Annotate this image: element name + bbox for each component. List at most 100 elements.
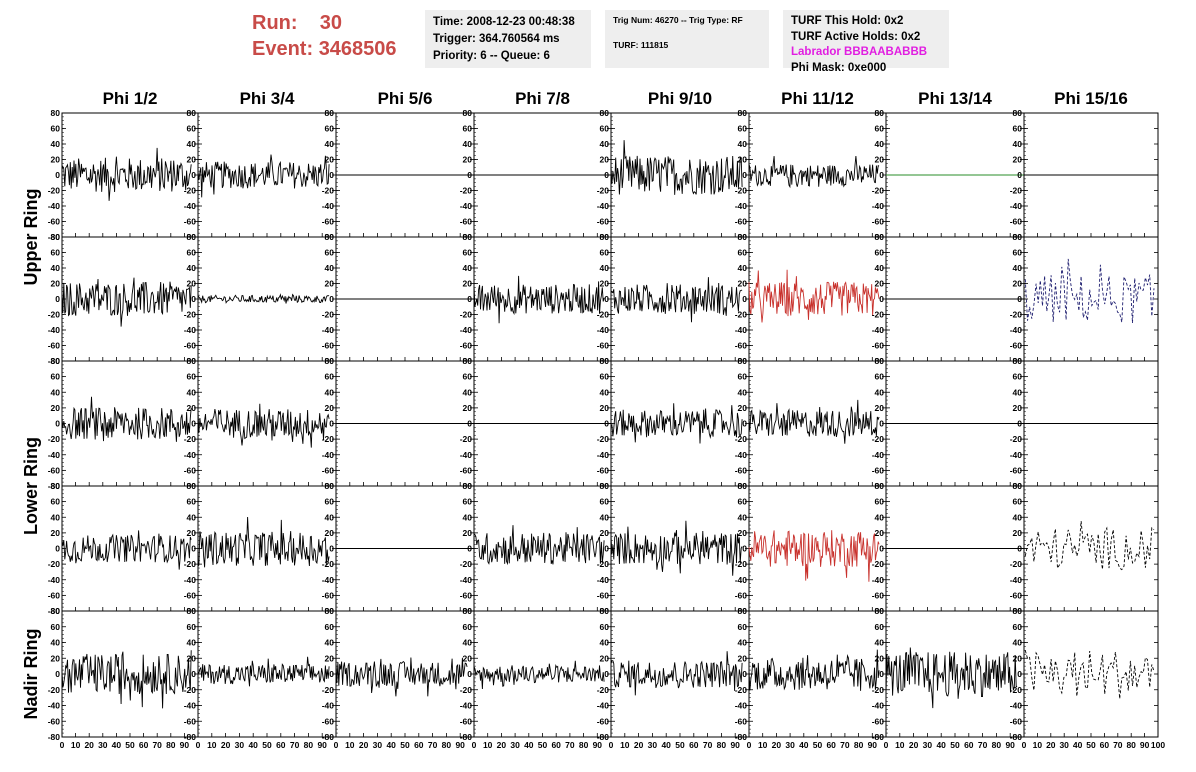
waveform-trace — [61, 147, 192, 201]
y-tick-label: 60 — [1013, 124, 1023, 134]
y-tick-label: -60 — [322, 465, 335, 475]
y-tick-label: 20 — [600, 279, 610, 289]
y-tick-label: 20 — [1013, 403, 1023, 413]
x-tick-label: 100 — [1151, 740, 1165, 750]
waveform-trace — [610, 520, 743, 576]
y-tick-label: 60 — [51, 248, 61, 258]
plot-frame — [1023, 485, 1159, 612]
y-tick-label: -40 — [872, 325, 885, 335]
y-tick-label: 20 — [738, 653, 748, 663]
y-tick-label: 20 — [1013, 155, 1023, 165]
x-tick-label: 50 — [675, 740, 685, 750]
waveform-trace — [1024, 521, 1155, 571]
y-tick-label: 20 — [51, 528, 61, 538]
y-tick-label: 80 — [875, 232, 885, 242]
y-tick-label: 40 — [51, 263, 61, 273]
y-tick-label: -20 — [735, 186, 748, 196]
y-tick-label: 0 — [55, 669, 60, 679]
x-tick-label: 30 — [1059, 740, 1069, 750]
y-tick-label: -20 — [1010, 685, 1023, 695]
y-tick-label: -20 — [597, 559, 610, 569]
x-tick-label: 30 — [648, 740, 658, 750]
y-tick-label: -40 — [322, 325, 335, 335]
y-tick-label: 0 — [1017, 544, 1022, 554]
y-tick-label: -60 — [48, 341, 61, 351]
y-tick-label: 0 — [55, 170, 60, 180]
y-tick-label: 20 — [463, 528, 473, 538]
y-tick-label: -20 — [184, 434, 197, 444]
y-tick-label: 20 — [325, 528, 335, 538]
x-tick-label: 20 — [221, 740, 231, 750]
x-tick-label: 0 — [884, 740, 889, 750]
y-tick-label: 0 — [329, 294, 334, 304]
y-tick-label: -40 — [322, 201, 335, 211]
y-tick-label: -80 — [184, 732, 197, 742]
waveform-trace — [610, 140, 743, 195]
y-tick-label: -40 — [460, 325, 473, 335]
y-tick-label: 0 — [742, 669, 747, 679]
y-tick-label: -20 — [322, 434, 335, 444]
y-tick-label: -40 — [322, 575, 335, 585]
y-tick-label: 0 — [329, 170, 334, 180]
y-tick-label: -20 — [184, 186, 197, 196]
plot-frame — [748, 112, 887, 238]
y-tick-label: -60 — [460, 590, 473, 600]
y-tick-label: 40 — [463, 263, 473, 273]
y-tick-label: 20 — [51, 403, 61, 413]
waveform-trace — [610, 403, 743, 444]
waveform-trace — [197, 516, 330, 568]
y-tick-label: -20 — [460, 186, 473, 196]
y-tick-label: 60 — [51, 372, 61, 382]
y-tick-label: 40 — [325, 512, 335, 522]
x-tick-label: 10 — [207, 740, 217, 750]
x-tick-label: 0 — [747, 740, 752, 750]
y-tick-label: -40 — [48, 325, 61, 335]
y-tick-label: -40 — [597, 701, 610, 711]
y-tick-label: -20 — [48, 310, 61, 320]
run-value: 30 — [319, 12, 343, 34]
y-tick-label: 0 — [604, 170, 609, 180]
y-tick-label: -80 — [48, 732, 61, 742]
y-tick-label: 0 — [1017, 294, 1022, 304]
y-tick-label: 80 — [600, 481, 610, 491]
y-tick-label: -40 — [48, 701, 61, 711]
y-tick-label: 40 — [187, 139, 197, 149]
y-tick-label: 0 — [467, 669, 472, 679]
y-tick-label: 60 — [738, 248, 748, 258]
x-tick-label: 20 — [772, 740, 782, 750]
x-tick-label: 60 — [276, 740, 286, 750]
waveform-trace — [885, 647, 1018, 709]
x-tick-label: 70 — [1113, 740, 1123, 750]
x-tick-label: 0 — [196, 740, 201, 750]
y-tick-label: 20 — [875, 279, 885, 289]
y-tick-label: -40 — [460, 201, 473, 211]
y-tick-label: 60 — [738, 372, 748, 382]
y-tick-label: 40 — [600, 263, 610, 273]
y-tick-label: 40 — [1013, 387, 1023, 397]
y-tick-label: -40 — [48, 450, 61, 460]
y-tick-label: -60 — [872, 341, 885, 351]
y-tick-label: -40 — [1010, 325, 1023, 335]
y-tick-label: -40 — [322, 450, 335, 460]
waveform-trace — [473, 525, 605, 566]
y-tick-label: 60 — [600, 248, 610, 258]
x-tick-label: 90 — [730, 740, 740, 750]
turf-info-panel: TURF This Hold: 0x2 TURF Active Holds: 0… — [783, 10, 949, 74]
y-tick-label: 80 — [187, 481, 197, 491]
x-tick-label: 40 — [112, 740, 122, 750]
x-tick-label: 30 — [785, 740, 795, 750]
y-tick-label: 60 — [463, 372, 473, 382]
y-tick-label: -40 — [460, 575, 473, 585]
y-tick-label: 80 — [51, 356, 61, 366]
x-tick-label: 30 — [923, 740, 933, 750]
waveform-trace — [748, 156, 880, 189]
y-tick-label: 60 — [875, 497, 885, 507]
y-tick-label: 0 — [329, 419, 334, 429]
y-tick-label: -60 — [322, 217, 335, 227]
y-tick-label: 40 — [1013, 512, 1023, 522]
x-tick-label: 0 — [472, 740, 477, 750]
y-tick-label: 0 — [55, 419, 60, 429]
y-tick-label: 20 — [463, 653, 473, 663]
plot-frame — [610, 236, 750, 362]
x-tick-label: 40 — [248, 740, 258, 750]
